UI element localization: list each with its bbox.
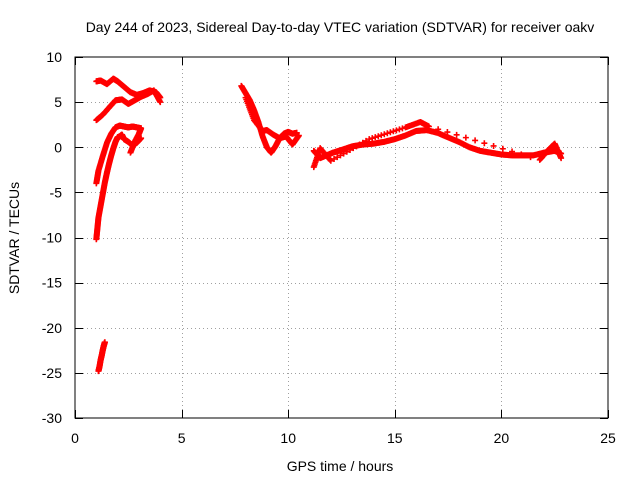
data-point [490, 142, 497, 149]
data-point [472, 137, 479, 144]
data-point [327, 157, 334, 164]
data-point [340, 150, 347, 157]
y-tick-label: -20 [42, 320, 62, 336]
data-point [369, 135, 376, 142]
data-point [558, 155, 565, 162]
y-tick-label: 5 [54, 94, 62, 110]
data-point [481, 140, 488, 147]
y-tick-label: -10 [42, 230, 62, 246]
x-tick-label: 10 [280, 430, 296, 446]
data-point [444, 129, 451, 136]
series-track-loop [93, 122, 145, 187]
data-point [518, 151, 525, 158]
series-track-upper-lower-branch [93, 87, 164, 124]
x-tick-label: 20 [494, 430, 510, 446]
data-point [331, 155, 338, 162]
series-track-early-low [95, 339, 108, 375]
data-point [343, 148, 350, 155]
data-point [435, 126, 442, 133]
x-tick-label: 0 [71, 430, 79, 446]
y-tick-label: 0 [54, 139, 62, 155]
data-point [399, 125, 406, 132]
y-tick-label: -5 [50, 184, 63, 200]
x-tick-label: 25 [600, 430, 616, 446]
chart-title: Day 244 of 2023, Sidereal Day-to-day VTE… [86, 19, 595, 35]
data-point [378, 132, 385, 139]
grid-lines [75, 57, 608, 418]
data-point [347, 146, 354, 153]
data-point [499, 145, 506, 152]
y-axis-title: SDTVAR / TECUs [6, 182, 22, 294]
x-tick-label: 5 [178, 430, 186, 446]
data-point [527, 154, 534, 161]
series-track-late-spikes [310, 118, 565, 171]
data-point [295, 132, 302, 139]
data-point [353, 143, 360, 150]
x-axis-title: GPS time / hours [287, 458, 394, 474]
data-point [359, 139, 366, 146]
data-point [375, 133, 382, 140]
data-point [390, 128, 397, 135]
data-point [384, 130, 391, 137]
data-point [366, 136, 373, 143]
data-point [334, 154, 341, 161]
data-points [93, 75, 565, 375]
data-point [356, 141, 363, 148]
data-point [372, 134, 379, 141]
data-point [509, 148, 516, 155]
data-point [462, 134, 469, 141]
data-point [337, 152, 344, 159]
data-point [393, 127, 400, 134]
y-tick-label: 10 [46, 49, 62, 65]
data-point [396, 126, 403, 133]
tick-labels: 0 5 10 15 20 25 -30 -25 -20 -15 -10 -5 0 5 10 [42, 49, 616, 446]
data-point [363, 137, 370, 144]
x-tick-label: 15 [387, 430, 403, 446]
y-tick-label: -30 [42, 410, 62, 426]
y-tick-label: -15 [42, 275, 62, 291]
series-track-middle-alt [242, 94, 302, 148]
data-point [453, 131, 460, 138]
y-tick-label: -25 [42, 365, 62, 381]
axis-ticks [75, 57, 609, 419]
data-point [127, 149, 134, 156]
plot-frame [74, 56, 609, 419]
data-point [101, 339, 108, 346]
data-point [350, 145, 357, 152]
data-point [425, 123, 432, 130]
data-point [157, 99, 164, 106]
data-point [381, 131, 388, 138]
data-point [387, 129, 394, 136]
